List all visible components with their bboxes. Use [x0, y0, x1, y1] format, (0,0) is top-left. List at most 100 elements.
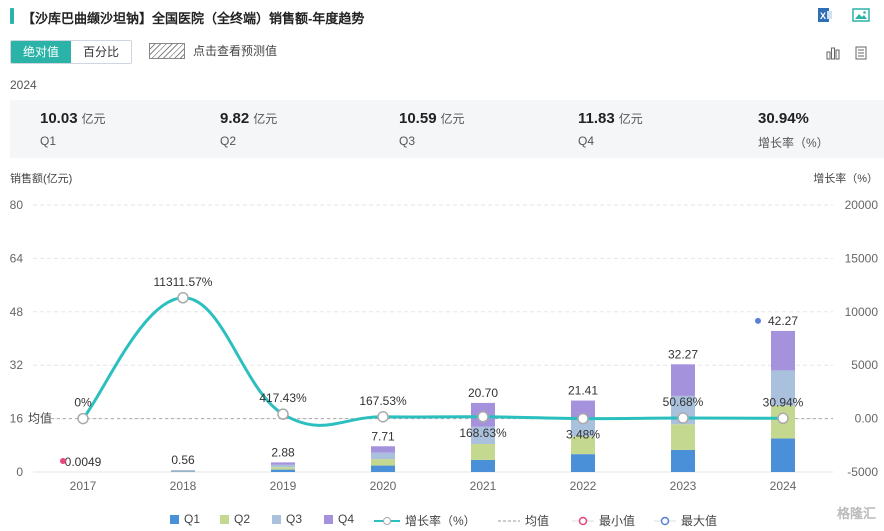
view-switch [824, 44, 870, 62]
value-mode-toggle: 绝对值 百分比 [10, 40, 133, 64]
summary-unit: 亿元 [253, 112, 278, 126]
tab-percent[interactable]: 百分比 [71, 41, 132, 63]
growth-label: 168.63% [459, 426, 507, 440]
excel-export-icon[interactable]: X [816, 6, 834, 24]
bar-segment [471, 444, 495, 460]
legend-label: Q3 [286, 512, 303, 526]
bar-segment [671, 364, 695, 396]
legend-label: Q1 [184, 512, 201, 526]
bar-segment [371, 452, 395, 460]
bar-segment [371, 446, 395, 453]
legend-swatch [220, 514, 229, 524]
x-tick-label: 2023 [670, 479, 697, 493]
legend-mean[interactable]: 均值 [498, 512, 549, 529]
legend-q2[interactable]: Q2 [220, 512, 250, 526]
bar-segment [271, 462, 295, 465]
summary-name: Q4 [578, 134, 595, 148]
bar-segment [371, 459, 395, 466]
image-export-icon[interactable] [852, 6, 870, 24]
y2-axis-title: 增长率（%） [813, 173, 878, 185]
summary-q4: 11.83 亿元 Q4 [578, 110, 643, 148]
growth-point [177, 292, 189, 304]
legend-label: 最小值 [599, 514, 636, 528]
svg-text:X: X [820, 11, 826, 21]
x-tick-label: 2019 [270, 479, 297, 493]
tab-absolute[interactable]: 绝对值 [11, 41, 72, 63]
summary-value: 30.94% [758, 110, 809, 127]
y2-tick-label: 20000 [845, 198, 879, 212]
bar-segment [371, 465, 395, 472]
summary-value: 10.03 [40, 110, 78, 127]
summary-growth: 30.94% 增长率（%） [758, 110, 829, 151]
max-marker [755, 317, 761, 324]
bar-segment [671, 449, 695, 472]
y-tick-label: 32 [10, 358, 24, 372]
summary-unit: 亿元 [618, 112, 643, 126]
summary-q3: 10.59 亿元 Q3 [399, 110, 465, 148]
summary-value: 9.82 [220, 110, 250, 127]
growth-point [477, 411, 489, 423]
legend-q1[interactable]: Q1 [170, 512, 200, 526]
chart-legend: Q1 Q2 Q3 Q4 增长率（%） 均值 最小值 最大值 [0, 512, 884, 530]
legend-swatch [324, 514, 333, 524]
summary-unit: 亿元 [440, 112, 465, 126]
growth-point [277, 408, 289, 420]
forecast-toggle[interactable]: 点击查看预测值 [149, 42, 277, 59]
summary-value: 11.83 [578, 110, 615, 127]
legend-line-icon [374, 516, 400, 525]
watermark-logo: 格隆汇 [836, 506, 876, 521]
bar-total-label: 32.27 [668, 347, 698, 361]
legend-min-icon [572, 516, 594, 525]
legend-min[interactable]: 最小值 [572, 512, 635, 529]
x-tick-label: 2024 [770, 479, 797, 493]
legend-q4[interactable]: Q4 [324, 512, 354, 526]
legend-q3[interactable]: Q3 [272, 512, 302, 526]
legend-dash-icon [498, 520, 520, 521]
y2-tick-label: -5000 [847, 465, 878, 479]
y-tick-label: 0 [16, 465, 23, 479]
y2-tick-label: 0.00 [855, 412, 879, 426]
legend-label: 均值 [525, 514, 550, 528]
growth-label: 417.43% [259, 391, 307, 405]
growth-point [577, 412, 589, 425]
growth-label: 30.94% [763, 395, 804, 409]
growth-label: 0% [74, 396, 92, 410]
bar-total-label: 0.0049 [65, 455, 102, 469]
growth-point [377, 411, 389, 423]
bar-segment [671, 424, 695, 450]
bar-total-label: 0.56 [171, 453, 195, 467]
chart-title: 【沙库巴曲缬沙坦钠】全国医院（全终端）销售额-年度趋势 [22, 11, 365, 26]
table-view-icon[interactable] [852, 44, 870, 62]
bar-segment [571, 400, 595, 419]
x-tick-label: 2021 [470, 479, 497, 493]
y2-tick-label: 5000 [851, 358, 878, 372]
forecast-label: 点击查看预测值 [193, 44, 278, 58]
legend-label: Q2 [234, 512, 251, 526]
growth-label: 3.48% [566, 428, 600, 442]
bar-segment [271, 464, 295, 468]
title-accent-bar [10, 8, 14, 24]
bar-total-label: 2.88 [271, 445, 295, 459]
bar-segment [271, 467, 295, 470]
bar-total-label: 42.27 [768, 314, 798, 328]
bar-segment [771, 330, 795, 371]
y-axis-title: 销售额(亿元) [10, 173, 73, 185]
bar-segment [771, 370, 795, 406]
y-tick-label: 16 [10, 412, 24, 426]
x-tick-label: 2017 [70, 479, 97, 493]
summary-name: 增长率（%） [758, 136, 829, 150]
legend-growth[interactable]: 增长率（%） [374, 512, 476, 529]
x-tick-label: 2020 [370, 479, 397, 493]
legend-max[interactable]: 最大值 [654, 512, 717, 529]
legend-label: Q4 [338, 512, 355, 526]
y2-tick-label: 10000 [845, 305, 879, 319]
legend-swatch [170, 514, 179, 524]
bar-total-label: 7.71 [371, 429, 395, 443]
bar-chart-icon[interactable] [824, 44, 842, 62]
top-toolbar: X [816, 6, 870, 24]
summary-value: 10.59 [399, 110, 437, 127]
summary-name: Q2 [220, 134, 237, 148]
growth-label: 167.53% [359, 394, 407, 408]
growth-point [777, 412, 789, 425]
